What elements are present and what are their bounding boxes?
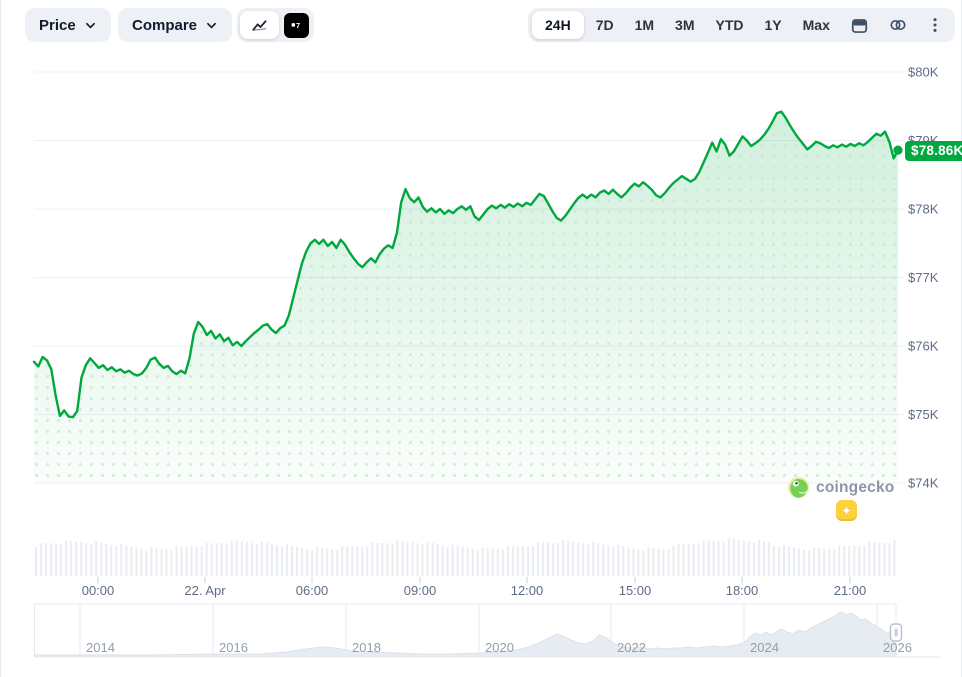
chart-type-switch: 7 bbox=[237, 8, 314, 42]
time-range-switch: 24H 7D 1M 3M YTD 1Y Max bbox=[528, 8, 955, 42]
chevron-down-icon bbox=[207, 22, 216, 28]
range-button-24h[interactable]: 24H bbox=[532, 11, 584, 39]
chart-plot-area[interactable] bbox=[34, 50, 898, 483]
svg-text:2020: 2020 bbox=[485, 640, 514, 655]
link-icon bbox=[890, 20, 906, 30]
range-button-1m[interactable]: 1M bbox=[626, 11, 663, 39]
svg-text:22. Apr: 22. Apr bbox=[184, 583, 226, 598]
svg-text:2014: 2014 bbox=[86, 640, 115, 655]
svg-text:2022: 2022 bbox=[617, 640, 646, 655]
range-button-1y[interactable]: 1Y bbox=[756, 11, 791, 39]
navigator[interactable]: 2014 2016 2018 2020 2022 2024 2026 bbox=[33, 603, 941, 658]
svg-text:18:00: 18:00 bbox=[726, 583, 759, 598]
line-chart-icon bbox=[252, 19, 267, 31]
price-dropdown-label: Price bbox=[39, 16, 76, 34]
sparkle-icon: ✦ bbox=[841, 503, 852, 518]
share-link-button[interactable] bbox=[880, 11, 916, 39]
svg-text:2024: 2024 bbox=[750, 640, 779, 655]
x-axis: 00:00 22. Apr 06:00 09:00 12:00 15:00 18:00 21:… bbox=[82, 577, 867, 598]
navigator-year-labels: 2014 2016 2018 2020 2022 2024 2026 bbox=[86, 640, 912, 655]
svg-text:$78K: $78K bbox=[908, 202, 939, 217]
svg-text:$75K: $75K bbox=[908, 407, 939, 422]
svg-text:$76K: $76K bbox=[908, 339, 939, 354]
svg-text:12:00: 12:00 bbox=[511, 583, 544, 598]
price-dropdown-button[interactable]: Price bbox=[25, 8, 111, 42]
volume-bars bbox=[35, 538, 896, 576]
svg-text:2016: 2016 bbox=[219, 640, 248, 655]
chevron-down-icon bbox=[85, 22, 95, 28]
tradingview-chart-type-button[interactable]: 7 bbox=[284, 12, 309, 38]
kebab-menu-icon bbox=[933, 18, 937, 32]
current-price-badge: $78.86K bbox=[905, 141, 962, 161]
svg-text:2018: 2018 bbox=[352, 640, 381, 655]
coingecko-watermark-label: coingecko bbox=[816, 478, 895, 496]
range-button-7d[interactable]: 7D bbox=[587, 11, 623, 39]
svg-text:$77K: $77K bbox=[908, 270, 939, 285]
svg-text:$74K: $74K bbox=[908, 476, 939, 491]
rewards-badge-button[interactable]: ✦ bbox=[836, 500, 857, 521]
coingecko-watermark: coingecko bbox=[787, 476, 894, 499]
svg-text:00:00: 00:00 bbox=[82, 583, 115, 598]
range-button-max[interactable]: Max bbox=[794, 11, 839, 39]
line-chart-type-button[interactable] bbox=[240, 11, 279, 39]
calendar-icon bbox=[851, 18, 867, 33]
svg-text:09:00: 09:00 bbox=[404, 583, 437, 598]
svg-text:21:00: 21:00 bbox=[834, 583, 867, 598]
svg-text:06:00: 06:00 bbox=[296, 583, 329, 598]
range-button-3m[interactable]: 3M bbox=[666, 11, 703, 39]
svg-text:15:00: 15:00 bbox=[619, 583, 652, 598]
compare-dropdown-label: Compare bbox=[132, 16, 198, 34]
more-options-button[interactable] bbox=[919, 11, 951, 39]
svg-text:$80K: $80K bbox=[908, 65, 939, 80]
tradingview-icon: 7 bbox=[291, 20, 300, 29]
y-axis-labels: $80K$79K$78K$77K$76K$75K$74K bbox=[908, 65, 939, 491]
coingecko-gecko-logo-icon bbox=[787, 476, 810, 499]
navigator-history-area bbox=[34, 612, 896, 657]
svg-text:2026: 2026 bbox=[883, 640, 912, 655]
calendar-button[interactable] bbox=[842, 11, 877, 39]
navigator-handle-grip bbox=[894, 628, 898, 637]
compare-dropdown-button[interactable]: Compare bbox=[118, 8, 233, 42]
navigator-history-line bbox=[33, 611, 897, 657]
time-range-items: 24H 7D 1M 3M YTD 1Y Max bbox=[532, 11, 839, 39]
range-button-ytd[interactable]: YTD bbox=[707, 11, 753, 39]
svg-text:7: 7 bbox=[296, 20, 300, 29]
chart-toolbar: Price Compare 7 24H 7D 1M 3M YTD 1Y Max bbox=[1, 0, 961, 50]
